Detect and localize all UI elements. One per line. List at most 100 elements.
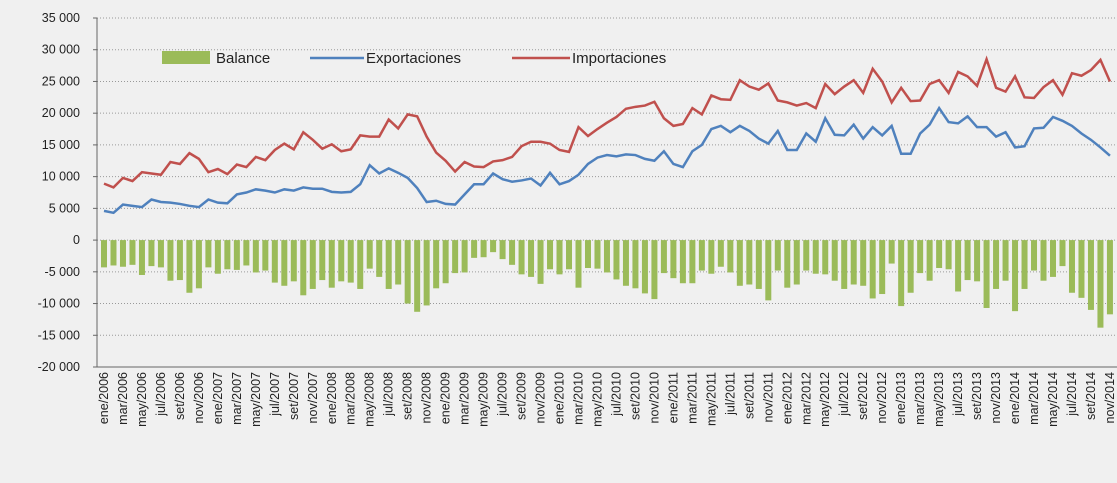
bar xyxy=(1068,240,1075,293)
bar xyxy=(1040,240,1047,281)
x-tick-label: may/2013 xyxy=(932,372,946,427)
bar xyxy=(461,240,468,273)
bar xyxy=(708,240,715,274)
x-tick-label: set/2009 xyxy=(515,372,529,420)
bar xyxy=(214,240,221,274)
x-tick-label: mar/2006 xyxy=(116,372,130,425)
bar xyxy=(547,240,554,270)
bar xyxy=(1012,240,1019,312)
bar xyxy=(262,240,269,271)
bar xyxy=(613,240,620,280)
line xyxy=(103,105,1111,215)
x-tick-label: nov/2012 xyxy=(875,372,889,423)
bar xyxy=(974,240,981,282)
x-tick-label: ene/2013 xyxy=(894,372,908,424)
bar xyxy=(347,240,354,283)
bar xyxy=(281,240,288,286)
bar xyxy=(755,240,762,289)
bar xyxy=(319,240,326,281)
bar xyxy=(651,240,658,300)
bar xyxy=(727,240,734,273)
bar xyxy=(717,240,724,267)
bar xyxy=(357,240,364,289)
x-tick-label: nov/2014 xyxy=(1103,372,1117,423)
bar xyxy=(328,240,335,288)
x-tick-label: ene/2009 xyxy=(439,372,453,424)
bar xyxy=(736,240,743,286)
x-tick-label: may/2007 xyxy=(249,372,263,427)
x-tick-label: jul/2013 xyxy=(951,372,965,417)
bar xyxy=(148,240,155,267)
bar xyxy=(205,240,212,268)
x-tick-label: jul/2008 xyxy=(382,372,396,417)
bar xyxy=(414,240,421,312)
bar xyxy=(157,240,164,268)
bar xyxy=(271,240,278,283)
bar xyxy=(993,240,1000,289)
bar xyxy=(509,240,516,265)
x-tick-label: ene/2014 xyxy=(1008,372,1022,424)
x-tick-label: jul/2012 xyxy=(837,372,851,417)
bar xyxy=(556,240,563,275)
x-tick-label: mar/2009 xyxy=(458,372,472,425)
x-tick-label: jul/2010 xyxy=(609,372,623,417)
bar xyxy=(689,240,696,284)
x-tick-label: mar/2011 xyxy=(685,372,699,424)
bar xyxy=(774,240,781,271)
bar xyxy=(1050,240,1056,277)
bar xyxy=(603,240,610,273)
bar xyxy=(964,240,971,281)
bar xyxy=(1097,240,1104,328)
bar xyxy=(831,240,838,281)
bar xyxy=(907,240,914,293)
bar xyxy=(129,240,136,265)
bar xyxy=(376,240,383,277)
x-tick-label: may/2010 xyxy=(590,372,604,427)
x-tick-label: set/2007 xyxy=(287,372,301,420)
bar xyxy=(385,240,392,289)
bar xyxy=(1106,240,1113,315)
x-tick-label: set/2013 xyxy=(970,372,984,420)
x-tick-label: nov/2011 xyxy=(761,372,775,423)
y-tick-label: 5 000 xyxy=(49,201,80,215)
bar xyxy=(309,240,316,289)
x-tick-label: ene/2006 xyxy=(97,372,111,424)
legend-label: Balance xyxy=(216,50,270,67)
bar xyxy=(860,240,867,286)
bar xyxy=(983,240,990,308)
x-tick-label: ene/2008 xyxy=(325,372,339,424)
bar xyxy=(566,240,573,270)
bar xyxy=(812,240,819,274)
bar xyxy=(480,240,487,258)
x-tick-label: nov/2006 xyxy=(192,372,206,423)
y-tick-label: 30 000 xyxy=(42,43,80,57)
bar xyxy=(499,240,506,260)
bar xyxy=(698,240,705,271)
x-tick-label: jul/2007 xyxy=(268,372,282,417)
bar xyxy=(537,240,544,284)
bar xyxy=(404,240,411,304)
bar xyxy=(632,240,639,289)
y-tick-label: -5 000 xyxy=(45,265,80,279)
bar xyxy=(243,240,250,266)
bar xyxy=(366,240,373,269)
x-tick-label: jul/2011 xyxy=(723,372,737,416)
x-tick-label: set/2011 xyxy=(742,372,756,419)
x-tick-label: may/2012 xyxy=(818,372,832,427)
bar xyxy=(423,240,430,306)
bar xyxy=(1059,240,1066,267)
x-tick-label: set/2010 xyxy=(628,372,642,420)
bar xyxy=(186,240,193,293)
bar xyxy=(119,240,126,267)
bar xyxy=(1002,240,1009,281)
x-tick-label: may/2009 xyxy=(477,372,491,427)
bar xyxy=(879,240,886,295)
x-tick-label: nov/2007 xyxy=(306,372,320,423)
x-tick-label: jul/2006 xyxy=(154,372,168,417)
x-tick-label: set/2008 xyxy=(401,372,415,420)
bar xyxy=(1078,240,1085,298)
x-tick-label: ene/2012 xyxy=(780,372,794,424)
x-tick-label: jul/2014 xyxy=(1065,372,1079,417)
bar xyxy=(936,240,943,269)
